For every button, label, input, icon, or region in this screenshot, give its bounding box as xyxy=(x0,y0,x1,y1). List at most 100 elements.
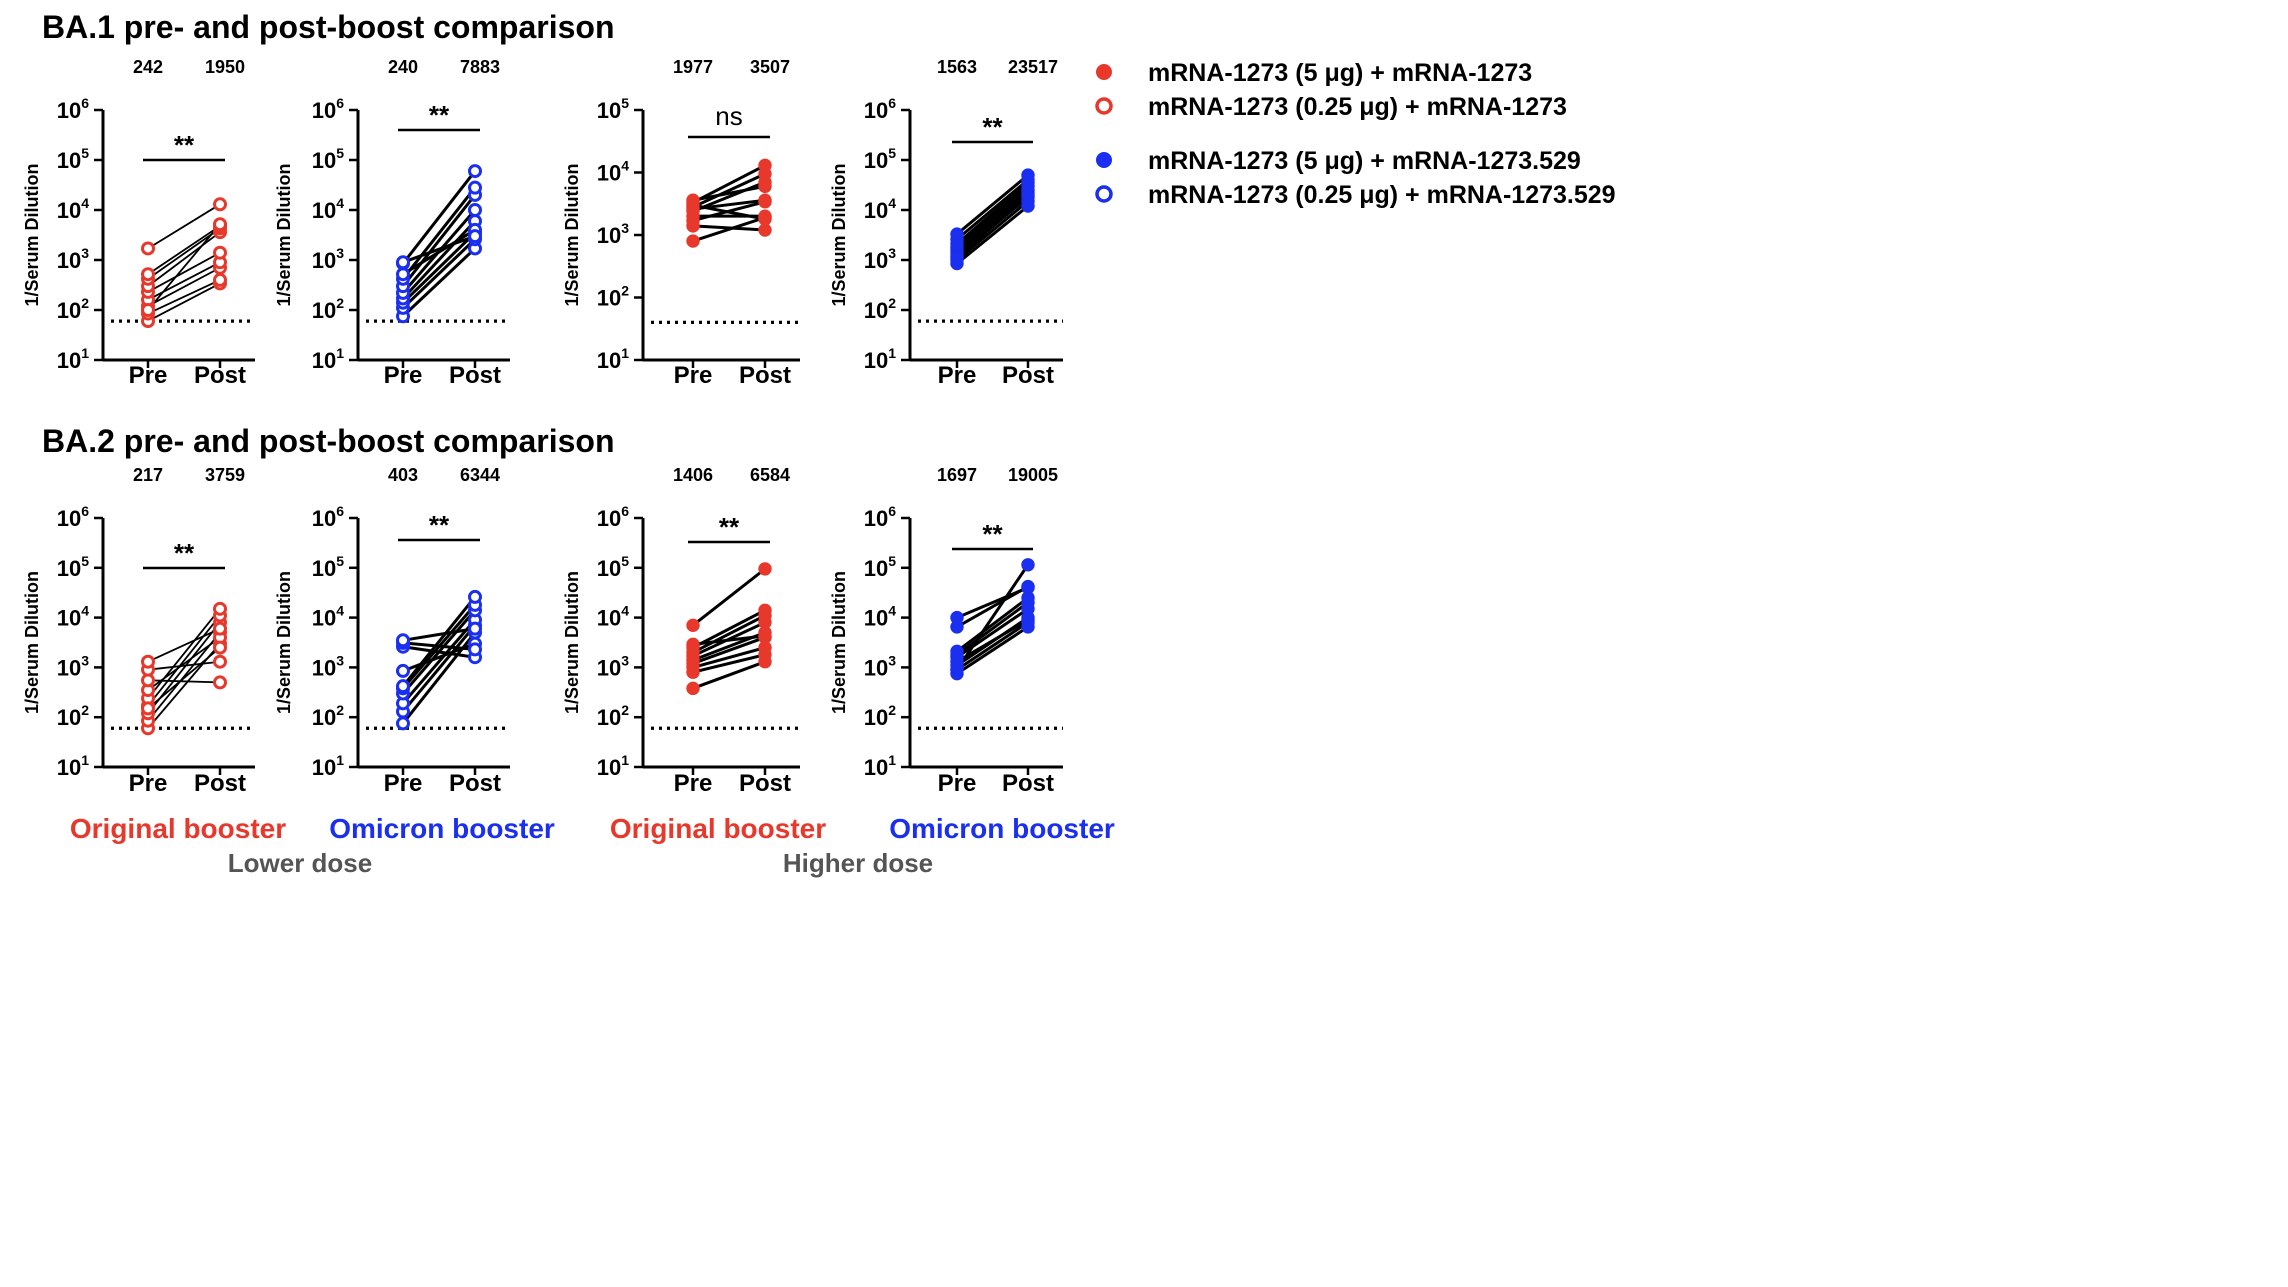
data-point-post xyxy=(468,589,482,604)
gmt-label-post: 3759 xyxy=(205,465,245,485)
data-point-post xyxy=(1021,558,1035,572)
chart-panel: 1697 19005 1/Serum Dilution 101 102 103 104 105… xyxy=(829,465,1063,797)
data-point-post xyxy=(213,640,227,655)
paired-connector-line xyxy=(956,178,1029,241)
y-axis-label: 1/Serum Dilution xyxy=(274,571,294,714)
y-tick-label: 102 xyxy=(864,702,896,730)
y-tick-label: 104 xyxy=(597,158,629,186)
data-point-pre xyxy=(141,267,155,282)
section-title: BA.2 pre- and post-boost comparison xyxy=(42,423,614,459)
x-tick-label: Post xyxy=(194,770,246,797)
data-point-post xyxy=(758,158,772,173)
data-point-pre xyxy=(141,701,155,716)
paired-connector-line xyxy=(402,645,476,659)
paired-connector-line xyxy=(401,238,477,310)
data-point-post xyxy=(468,164,482,179)
gmt-label-pre: 240 xyxy=(388,57,418,77)
data-point-pre xyxy=(396,633,410,648)
x-tick-label: Pre xyxy=(384,770,423,797)
y-tick-label: 106 xyxy=(864,503,896,531)
y-tick-label: 106 xyxy=(597,503,629,531)
data-point-pre xyxy=(950,610,964,625)
paired-connector-line xyxy=(401,186,477,280)
column-label: Original booster xyxy=(610,813,826,844)
data-point-pre xyxy=(686,234,700,248)
paired-connector-line xyxy=(147,608,221,699)
paired-connector-line xyxy=(147,203,221,250)
data-point-pre xyxy=(396,716,410,731)
paired-connector-line xyxy=(147,261,221,301)
chart-panel: 242 1950 1/Serum Dilution 101 102 103 104 105 10… xyxy=(22,57,255,389)
paired-connector-line xyxy=(147,251,221,293)
x-tick-label: Post xyxy=(449,362,501,389)
legend-marker xyxy=(1095,185,1113,203)
gmt-label-pre: 1977 xyxy=(673,57,713,77)
paired-connector-line xyxy=(692,172,766,209)
y-tick-label: 105 xyxy=(57,145,89,173)
data-point-post xyxy=(468,642,482,657)
significance-label: ns xyxy=(715,101,742,131)
y-tick-label: 105 xyxy=(312,553,344,581)
y-tick-label: 106 xyxy=(312,503,344,531)
paired-connector-line xyxy=(401,624,477,713)
paired-connector-line xyxy=(692,164,766,204)
y-tick-label: 103 xyxy=(597,652,629,680)
y-tick-label: 105 xyxy=(864,553,896,581)
paired-connector-line xyxy=(692,614,766,654)
gmt-label-post: 6344 xyxy=(460,465,500,485)
data-point-pre xyxy=(141,654,155,669)
paired-connector-line xyxy=(956,607,1029,659)
y-tick-label: 105 xyxy=(597,553,629,581)
data-point-post xyxy=(1021,188,1035,202)
x-tick-label: Post xyxy=(449,770,501,797)
paired-connector-line xyxy=(692,636,766,665)
paired-connector-line xyxy=(147,646,221,710)
paired-connector-line xyxy=(692,198,766,211)
legend-marker xyxy=(1095,97,1113,115)
significance-label: ** xyxy=(174,130,195,160)
gmt-label-post: 23517 xyxy=(1008,57,1058,77)
y-tick-label: 103 xyxy=(864,652,896,680)
data-point-post xyxy=(758,603,772,618)
paired-connector-line xyxy=(956,188,1029,251)
data-point-post xyxy=(1021,580,1035,595)
y-tick-label: 106 xyxy=(864,95,896,123)
significance-label: ** xyxy=(719,512,740,542)
group-label: Higher dose xyxy=(783,848,933,878)
significance-label: ** xyxy=(429,100,450,130)
y-axis-label: 1/Serum Dilution xyxy=(562,163,582,306)
y-tick-label: 105 xyxy=(57,553,89,581)
chart-panel: 217 3759 1/Serum Dilution 101 102 103 104 105 10… xyxy=(22,465,255,797)
column-label: Omicron booster xyxy=(889,813,1115,844)
y-tick-label: 101 xyxy=(312,345,344,373)
chart-panel: 403 6344 1/Serum Dilution 101 102 103 104 105 10… xyxy=(274,465,510,797)
paired-connector-line xyxy=(956,586,1029,619)
y-axis-label: 1/Serum Dilution xyxy=(829,163,849,306)
data-point-post xyxy=(468,180,482,195)
y-tick-label: 103 xyxy=(864,245,896,273)
legend-item: mRNA-1273 (5 μg) + mRNA-1273.529 xyxy=(1096,147,1581,175)
paired-connector-line xyxy=(147,266,221,307)
data-point-pre xyxy=(950,655,964,669)
gmt-label-post: 6584 xyxy=(750,465,790,485)
gmt-label-post: 1950 xyxy=(205,57,245,77)
y-tick-label: 103 xyxy=(312,245,344,273)
data-point-pre xyxy=(396,679,410,694)
data-point-post xyxy=(758,629,772,643)
chart-panel: 1563 23517 1/Serum Dilution 101 102 103 104 105… xyxy=(829,57,1063,389)
chart-panel: 1406 6584 1/Serum Dilution 101 102 103 104 105 1… xyxy=(562,465,800,797)
paired-connector-line xyxy=(692,653,766,674)
paired-connector-line xyxy=(147,223,221,311)
y-tick-label: 103 xyxy=(312,652,344,680)
data-point-pre xyxy=(686,202,700,216)
data-point-pre xyxy=(141,303,155,317)
y-tick-label: 102 xyxy=(57,295,89,323)
paired-connector-line xyxy=(956,193,1029,260)
gmt-label-pre: 1563 xyxy=(937,57,977,77)
data-point-post xyxy=(213,217,227,232)
paired-connector-line xyxy=(147,279,221,315)
x-tick-label: Post xyxy=(739,362,791,389)
paired-connector-line xyxy=(401,220,477,300)
paired-connector-line xyxy=(956,185,1029,249)
